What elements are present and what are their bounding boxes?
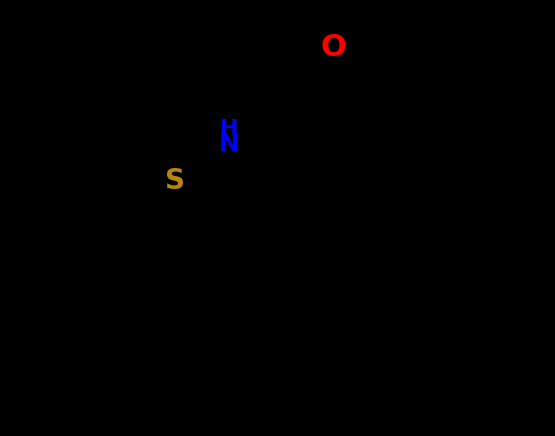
Text: H: H (220, 119, 239, 139)
Text: S: S (165, 167, 185, 195)
Text: N: N (219, 132, 240, 156)
Text: O: O (320, 34, 346, 62)
